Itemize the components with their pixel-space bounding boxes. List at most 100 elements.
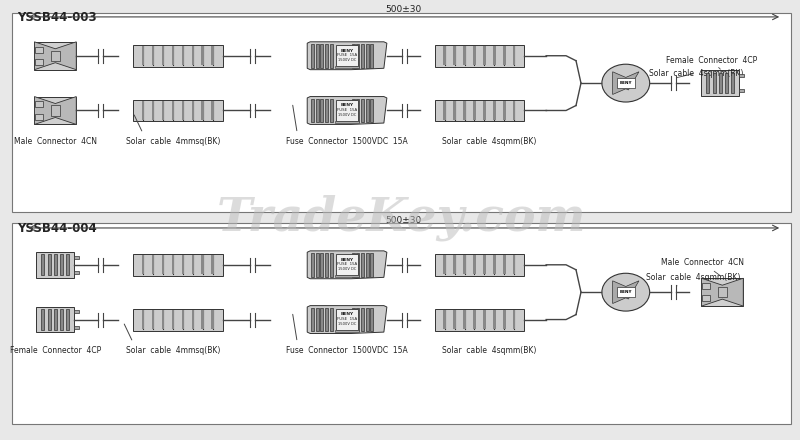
Bar — [434, 254, 524, 276]
Bar — [133, 308, 222, 330]
Text: 500±30: 500±30 — [386, 216, 422, 225]
Polygon shape — [34, 42, 76, 70]
Bar — [60, 254, 63, 275]
Bar — [357, 44, 359, 68]
Bar — [37, 252, 74, 278]
Text: 500±30: 500±30 — [386, 5, 422, 14]
Polygon shape — [702, 278, 743, 306]
Bar — [152, 256, 154, 274]
Bar — [320, 308, 323, 331]
Ellipse shape — [602, 273, 650, 311]
Text: BENY: BENY — [619, 290, 632, 294]
Bar — [454, 256, 456, 274]
Bar — [172, 101, 174, 120]
Bar — [74, 326, 79, 329]
Bar — [443, 256, 446, 274]
Bar — [454, 101, 456, 120]
Bar — [325, 44, 328, 68]
Bar — [11, 223, 791, 424]
Text: Male  Connector  4CN: Male Connector 4CN — [661, 258, 744, 275]
Bar — [182, 101, 184, 120]
Bar — [162, 310, 164, 329]
Bar — [739, 74, 744, 77]
Bar — [474, 101, 476, 120]
Bar — [513, 47, 515, 65]
Bar — [316, 308, 318, 331]
Bar — [493, 47, 495, 65]
Bar — [352, 99, 355, 122]
Bar — [330, 253, 333, 277]
Bar — [718, 287, 726, 297]
Bar — [336, 45, 358, 66]
Bar — [706, 73, 710, 93]
Bar — [35, 59, 43, 65]
Text: BENY: BENY — [341, 103, 354, 107]
Text: Solar  cable  4mmsq(BK): Solar cable 4mmsq(BK) — [126, 346, 220, 356]
Bar — [320, 44, 323, 68]
Text: 1500V DC: 1500V DC — [338, 322, 356, 326]
Polygon shape — [307, 306, 387, 334]
Bar — [702, 70, 739, 96]
Bar — [731, 73, 734, 93]
Bar — [503, 101, 506, 120]
Bar — [617, 287, 634, 297]
Bar — [34, 96, 76, 125]
Bar — [739, 89, 744, 92]
Bar — [191, 256, 194, 274]
Bar — [74, 310, 79, 313]
Bar — [47, 254, 50, 275]
Ellipse shape — [602, 64, 650, 102]
Bar — [142, 47, 144, 65]
Bar — [503, 256, 506, 274]
Bar — [493, 256, 495, 274]
Bar — [443, 101, 446, 120]
Bar — [316, 44, 318, 68]
Bar — [133, 254, 222, 276]
Bar — [311, 99, 314, 122]
Bar — [352, 308, 355, 331]
Bar — [330, 308, 333, 331]
Bar — [152, 310, 154, 329]
Text: Male  Connector  4CN: Male Connector 4CN — [14, 137, 97, 147]
Bar — [182, 310, 184, 329]
Bar — [357, 253, 359, 277]
Bar — [370, 308, 374, 331]
Bar — [211, 310, 214, 329]
Bar — [162, 256, 164, 274]
Bar — [483, 310, 486, 329]
Bar — [361, 308, 364, 331]
Polygon shape — [34, 96, 76, 125]
Bar — [35, 114, 43, 120]
Bar — [493, 101, 495, 120]
Text: Solar  cable  4mmsq(BK): Solar cable 4mmsq(BK) — [126, 137, 220, 147]
Text: FUSE  15A: FUSE 15A — [337, 262, 357, 266]
Bar — [335, 330, 359, 332]
Bar — [361, 253, 364, 277]
Bar — [202, 47, 204, 65]
Bar — [463, 256, 466, 274]
Bar — [434, 308, 524, 330]
Bar — [202, 256, 204, 274]
Bar — [162, 101, 164, 120]
Bar — [330, 44, 333, 68]
Bar — [336, 309, 358, 330]
Bar — [352, 253, 355, 277]
Text: BENY: BENY — [341, 312, 354, 316]
Text: FUSE  15A: FUSE 15A — [337, 108, 357, 112]
Bar — [434, 45, 524, 67]
Bar — [54, 254, 57, 275]
Bar — [513, 310, 515, 329]
Polygon shape — [307, 251, 387, 279]
Bar — [617, 78, 634, 88]
Bar — [336, 100, 358, 121]
Bar — [182, 256, 184, 274]
Text: Solar  cable  4sqmm(BK): Solar cable 4sqmm(BK) — [442, 346, 537, 356]
Polygon shape — [613, 281, 639, 304]
Bar — [11, 13, 791, 212]
Bar — [311, 308, 314, 331]
Bar — [35, 101, 43, 107]
Bar — [366, 253, 369, 277]
Bar — [443, 47, 446, 65]
Bar — [316, 99, 318, 122]
Text: Fuse  Connector  1500VDC  15A: Fuse Connector 1500VDC 15A — [286, 346, 408, 356]
